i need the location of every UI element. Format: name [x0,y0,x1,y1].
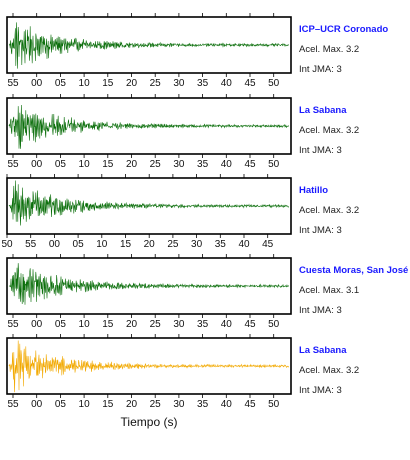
station-name: La Sabana [299,105,347,116]
station-name: Hatillo [299,185,328,196]
x-axis-label: Tiempo (s) [121,415,178,429]
panel-2: 55 00 05 10 15 20 25 30 35 40 45 50 La Sabana Acel. M… [6,94,359,170]
tick-label: 20 [126,159,138,170]
tick-label: 55 [7,319,19,330]
panel-1: 55 00 05 10 15 20 25 30 35 40 45 50 ICP–UCR Coronado… [6,13,388,89]
tick-label: 55 [25,239,37,250]
tick-label: 05 [55,319,67,330]
panel-frame [6,16,292,74]
panel-5: 55 00 05 10 15 20 25 30 35 40 45 50 La Sabana Acel. M… [6,334,359,410]
tick-label: 05 [55,399,67,410]
tick-label: 30 [191,239,203,250]
waveform-trace [8,22,289,69]
tick-label: 20 [126,319,138,330]
tick-label: 15 [120,239,132,250]
waveform-trace [8,340,289,393]
tick-label: 45 [244,319,256,330]
tick-label: 55 [7,78,19,89]
station-name: ICP–UCR Coronado [299,24,388,35]
panel-3: 50 55 00 05 10 15 20 25 30 35 40 45 Hatillo Acel. Max… [1,174,359,250]
tick-label: 35 [197,159,209,170]
tick-label: 45 [244,78,256,89]
tick-label: 25 [150,159,162,170]
tick-label: 35 [215,239,227,250]
max-acceleration: Acel. Max. 3.2 [299,125,359,136]
max-acceleration: Acel. Max. 3.2 [299,365,359,376]
tick-label: 15 [102,399,114,410]
tick-label: 20 [126,399,138,410]
tick-label: 20 [126,78,138,89]
tick-label: 50 [268,399,280,410]
tick-label: 25 [150,399,162,410]
tick-label: 15 [102,78,114,89]
tick-label: 50 [268,319,280,330]
tick-label: 40 [221,159,233,170]
tick-label: 00 [49,239,61,250]
panel-frame [6,257,292,315]
waveform-trace [8,180,289,226]
tick-label: 25 [150,319,162,330]
tick-label: 05 [73,239,85,250]
jma-intensity: Int JMA: 3 [299,64,342,75]
waveform-trace [8,104,289,149]
tick-label: 40 [221,78,233,89]
panel-4: 55 00 05 10 15 20 25 30 35 40 45 50 Cuesta Moras, Sa… [6,254,408,330]
max-acceleration: Acel. Max. 3.2 [299,205,359,216]
tick-label: 50 [1,239,13,250]
max-acceleration: Acel. Max. 3.2 [299,44,359,55]
tick-label: 30 [173,78,185,89]
jma-intensity: Int JMA: 3 [299,145,342,156]
tick-label: 35 [197,78,209,89]
tick-label: 30 [173,399,185,410]
tick-label: 50 [268,159,280,170]
tick-label: 10 [79,319,91,330]
tick-label: 10 [79,399,91,410]
tick-label: 45 [244,159,256,170]
tick-label: 40 [221,319,233,330]
tick-label: 35 [197,399,209,410]
jma-intensity: Int JMA: 3 [299,225,342,236]
tick-label: 55 [7,159,19,170]
tick-label: 25 [167,239,179,250]
tick-label: 20 [144,239,156,250]
tick-label: 00 [31,399,43,410]
max-acceleration: Acel. Max. 3.1 [299,285,359,296]
tick-label: 40 [238,239,250,250]
tick-label: 15 [102,319,114,330]
tick-label: 25 [150,78,162,89]
tick-label: 50 [268,78,280,89]
jma-intensity: Int JMA: 3 [299,305,342,316]
tick-label: 05 [55,159,67,170]
station-name: La Sabana [299,345,347,356]
station-name: Cuesta Moras, San José [299,265,408,276]
tick-label: 00 [31,319,43,330]
tick-label: 30 [173,319,185,330]
waveform-trace [8,263,289,305]
tick-label: 15 [102,159,114,170]
tick-label: 55 [7,399,19,410]
tick-label: 30 [173,159,185,170]
tick-label: 10 [79,159,91,170]
tick-label: 00 [31,159,43,170]
tick-label: 40 [221,399,233,410]
tick-label: 10 [96,239,108,250]
jma-intensity: Int JMA: 3 [299,385,342,396]
tick-label: 05 [55,78,67,89]
panel-frame [6,337,292,395]
tick-label: 45 [244,399,256,410]
panel-frame [6,97,292,155]
tick-label: 10 [79,78,91,89]
tick-label: 35 [197,319,209,330]
tick-label: 00 [31,78,43,89]
tick-label: 45 [262,239,274,250]
